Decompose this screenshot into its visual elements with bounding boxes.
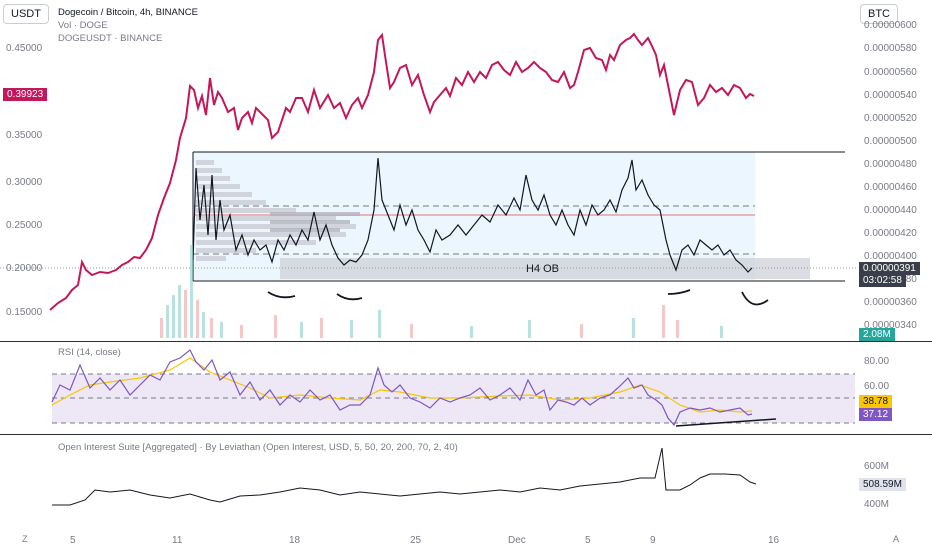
annotation-curve-2[interactable] (336, 293, 363, 301)
current-price-badge: 0.00000391 (859, 262, 920, 275)
right-axis-tick: 0.00000500 (864, 136, 917, 147)
right-axis-tick: 0.00000520 (864, 113, 917, 124)
right-axis-tick: 0.00000400 (864, 251, 917, 262)
oi-tick: 400M (864, 499, 890, 510)
auto-scale-button[interactable]: A (893, 534, 900, 544)
oi-label[interactable]: Open Interest Suite [Aggregated] · By Le… (58, 442, 458, 453)
right-axis-tick: 0.00000480 (864, 159, 917, 170)
right-axis-tick: 0.00000540 (864, 90, 917, 101)
time-axis-label: Dec (508, 535, 526, 546)
oi-value-badge: 508.59M (859, 478, 906, 491)
right-axis-tick: 0.00000560 (864, 67, 917, 78)
annotation-curve-4[interactable] (741, 291, 769, 306)
h4-ob-label[interactable]: H4 OB (526, 263, 560, 275)
rsi-badge: 37.12 (859, 408, 893, 421)
right-axis-tick: 0.00000420 (864, 228, 917, 239)
right-axis-tick: 0.00000360 (864, 297, 917, 308)
right-currency-button[interactable]: BTC (860, 4, 898, 24)
countdown-badge: 03:02:58 (859, 274, 906, 287)
annotation-curve-3[interactable] (667, 289, 691, 295)
rsi-label[interactable]: RSI (14, close) (58, 347, 121, 358)
time-axis-label: 18 (289, 535, 301, 546)
left-axis-tick: 0.35000 (6, 130, 43, 141)
right-axis-tick: 0.00000580 (864, 43, 917, 54)
left-axis-tick: 0.15000 (6, 307, 43, 318)
right-axis-tick: 0.00000340 (864, 320, 917, 331)
rsi-tick: 60.00 (864, 381, 890, 392)
overlay-price-badge: 0.39923 (3, 88, 48, 101)
right-axis-tick: 0.00000600 (864, 20, 917, 31)
time-axis-label: 5 (585, 535, 591, 546)
pane-separator[interactable] (0, 434, 932, 435)
left-axis-tick: 0.30000 (6, 177, 43, 188)
right-axis-tick: 0.00000460 (864, 182, 917, 193)
overlay-legend[interactable]: DOGEUSDT · BINANCE (58, 33, 163, 44)
zoom-button[interactable]: Z (22, 534, 28, 544)
time-axis-label: 9 (650, 535, 656, 546)
left-axis-tick: 0.25000 (6, 220, 43, 231)
volume-badge: 2.08M (859, 328, 895, 341)
time-axis-label: 5 (70, 535, 76, 546)
oi-tick: 600M (864, 461, 890, 472)
chart-title[interactable]: Dogecoin / Bitcoin, 4h, BINANCE (58, 7, 198, 18)
pane-separator[interactable] (0, 341, 932, 342)
time-axis-label: 11 (172, 535, 183, 546)
volume-legend[interactable]: Vol · DOGE (58, 20, 108, 31)
left-axis-tick: 0.20000 (6, 263, 43, 274)
rsi-ma-badge: 38.78 (859, 395, 893, 408)
overlay-price-line[interactable] (49, 32, 755, 311)
time-axis-label: 25 (410, 535, 422, 546)
right-axis-tick: 0.00000440 (864, 205, 917, 216)
rsi-divergence-line[interactable] (675, 418, 777, 427)
volume-bars (160, 245, 723, 338)
time-axis-label: 16 (768, 535, 780, 546)
rsi-tick: 80.00 (864, 356, 890, 367)
annotation-curve-1[interactable] (267, 291, 296, 299)
rsi-line[interactable] (51, 349, 753, 427)
left-currency-button[interactable]: USDT (3, 4, 49, 24)
left-axis-tick: 0.45000 (6, 43, 43, 54)
oi-line[interactable] (52, 447, 757, 506)
price-candles[interactable] (192, 157, 753, 273)
